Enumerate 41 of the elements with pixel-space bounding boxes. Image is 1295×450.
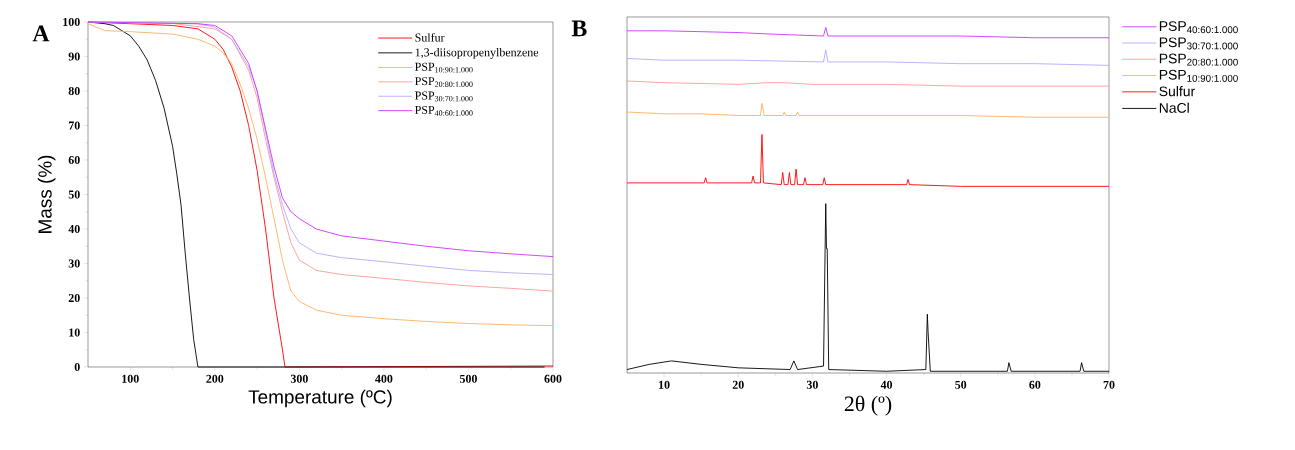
y-tick-label: 80 xyxy=(68,86,80,96)
y-tick-label: 70 xyxy=(68,121,80,130)
y-tick-label: 0 xyxy=(74,362,80,372)
legend-label: Sulfur xyxy=(415,33,445,42)
x-axis-title: 2θ (º) xyxy=(844,395,892,416)
x-tick-label: 70 xyxy=(1103,380,1115,389)
x-tick-label: 10 xyxy=(659,380,670,389)
y-axis-title: Mass (%) xyxy=(37,155,56,233)
y-tick-label: 30 xyxy=(68,259,80,268)
text: B xyxy=(571,20,587,37)
legend-label: PSP$_{30:70:1.000}$ xyxy=(1159,37,1238,50)
x-axis-title: Temperature (ºC) xyxy=(248,389,392,408)
x-tick-label: 600 xyxy=(544,374,562,383)
y-tick-label: 10 xyxy=(69,328,80,337)
legend-label: PSP$_{40:60:1.000}$ xyxy=(415,105,473,116)
y-tick-label: 90 xyxy=(68,52,80,61)
y-tick-label: 20 xyxy=(68,293,80,303)
text: A xyxy=(32,25,50,42)
x-tick-label: 500 xyxy=(459,374,477,383)
legend-label: PSP$_{30:70:1.000}$ xyxy=(415,91,473,102)
legend-label: PSP$_{20:80:1.000}$ xyxy=(415,77,473,87)
x-tick-label: 300 xyxy=(290,374,308,383)
x-tick-label: 40 xyxy=(880,380,893,389)
legend-label: PSP$_{10:90:1.000}$ xyxy=(1159,69,1238,82)
x-tick-label: 400 xyxy=(375,374,393,383)
legend-label: PSP$_{40:60:1.000}$ xyxy=(1159,21,1238,34)
legend-label: 1,3-diisopropenylbenzene xyxy=(415,47,539,59)
x-tick-label: 200 xyxy=(206,374,224,383)
x-tick-label: 60 xyxy=(1029,380,1041,389)
legend-label: Sulfur xyxy=(1159,86,1195,97)
x-tick-label: 100 xyxy=(122,374,139,383)
x-tick-label: 30 xyxy=(806,380,818,389)
legend-label: PSP$_{10:90:1.000}$ xyxy=(415,62,473,73)
y-tick-label: 50 xyxy=(68,190,80,199)
y-tick-label: 40 xyxy=(68,224,80,234)
x-tick-label: 50 xyxy=(955,380,967,389)
x-tick-label: 20 xyxy=(732,380,744,389)
legend-label: NaCl xyxy=(1159,102,1189,113)
y-tick-label: 60 xyxy=(68,155,80,165)
y-tick-label: 100 xyxy=(63,17,80,27)
legend-label: PSP$_{20:80:1.000}$ xyxy=(1159,53,1238,66)
